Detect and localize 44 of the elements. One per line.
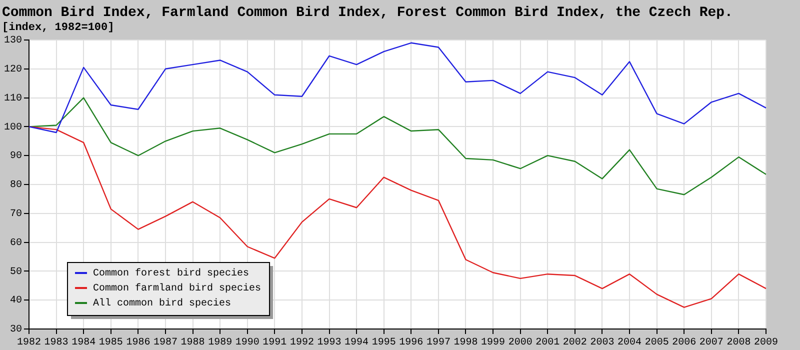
y-tick-label: 80 — [10, 180, 22, 192]
x-tick-label: 2006 — [672, 338, 696, 349]
x-tick-label: 1992 — [290, 338, 314, 349]
y-tick-label: 90 — [10, 151, 22, 162]
legend-label: Common forest bird species — [93, 268, 250, 280]
x-tick-label: 2009 — [754, 338, 778, 349]
x-tick-label: 2000 — [508, 338, 532, 349]
x-tick-label: 1995 — [372, 338, 396, 349]
x-tick-label: 2003 — [590, 338, 614, 349]
y-tick-label: 100 — [4, 122, 22, 134]
x-tick-label: 1987 — [153, 338, 178, 349]
x-tick-label: 2008 — [726, 338, 751, 349]
x-tick-label: 1994 — [344, 338, 369, 349]
x-tick-label: 1993 — [317, 338, 342, 349]
legend-label: Common farmland bird species — [93, 282, 262, 295]
y-tick-label: 50 — [10, 266, 22, 278]
y-tick-label: 30 — [10, 324, 22, 336]
x-tick-label: 1989 — [208, 338, 232, 349]
x-tick-label: 1991 — [262, 338, 287, 349]
chart-title: Common Bird Index, Farmland Common Bird Index, Forest Common Bird Index, the Czech Rep. — [2, 4, 733, 21]
x-tick-label: 1983 — [44, 338, 68, 349]
y-tick-label: 70 — [10, 209, 22, 220]
x-tick-label: 1984 — [72, 338, 96, 349]
y-tick-label: 110 — [4, 93, 22, 104]
x-tick-label: 2001 — [536, 338, 560, 349]
x-tick-label: 1985 — [98, 338, 123, 349]
x-tick-label: 2007 — [699, 338, 724, 349]
x-tick-label: 2005 — [644, 338, 669, 349]
y-tick-label: 60 — [10, 238, 22, 249]
x-tick-label: 1999 — [481, 338, 506, 349]
x-tick-label: 1990 — [235, 338, 260, 349]
y-tick-label: 130 — [4, 36, 22, 47]
x-tick-label: 1996 — [399, 338, 424, 349]
chart-subtitle: [index, 1982=100] — [2, 22, 114, 34]
x-tick-label: 1998 — [454, 338, 478, 349]
y-tick-label: 40 — [10, 296, 22, 307]
y-tick-label: 120 — [4, 64, 22, 76]
legend-label: All common bird species — [93, 298, 232, 310]
x-tick-label: 1986 — [126, 338, 150, 349]
x-tick-label: 1997 — [426, 338, 450, 349]
x-tick-label: 2002 — [562, 338, 587, 349]
x-tick-label: 1988 — [180, 338, 205, 349]
x-tick-label: 2004 — [618, 338, 642, 349]
x-tick-label: 1982 — [16, 338, 42, 349]
